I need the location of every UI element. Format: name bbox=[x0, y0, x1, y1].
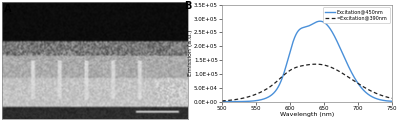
X-axis label: Wavelength (nm): Wavelength (nm) bbox=[280, 112, 334, 117]
Text: B: B bbox=[185, 1, 192, 11]
Text: A: A bbox=[4, 4, 11, 14]
Y-axis label: Emission (a.u.): Emission (a.u.) bbox=[188, 30, 192, 76]
Legend: Excitation@450nm, =Excitation@390nm: Excitation@450nm, =Excitation@390nm bbox=[323, 7, 390, 23]
